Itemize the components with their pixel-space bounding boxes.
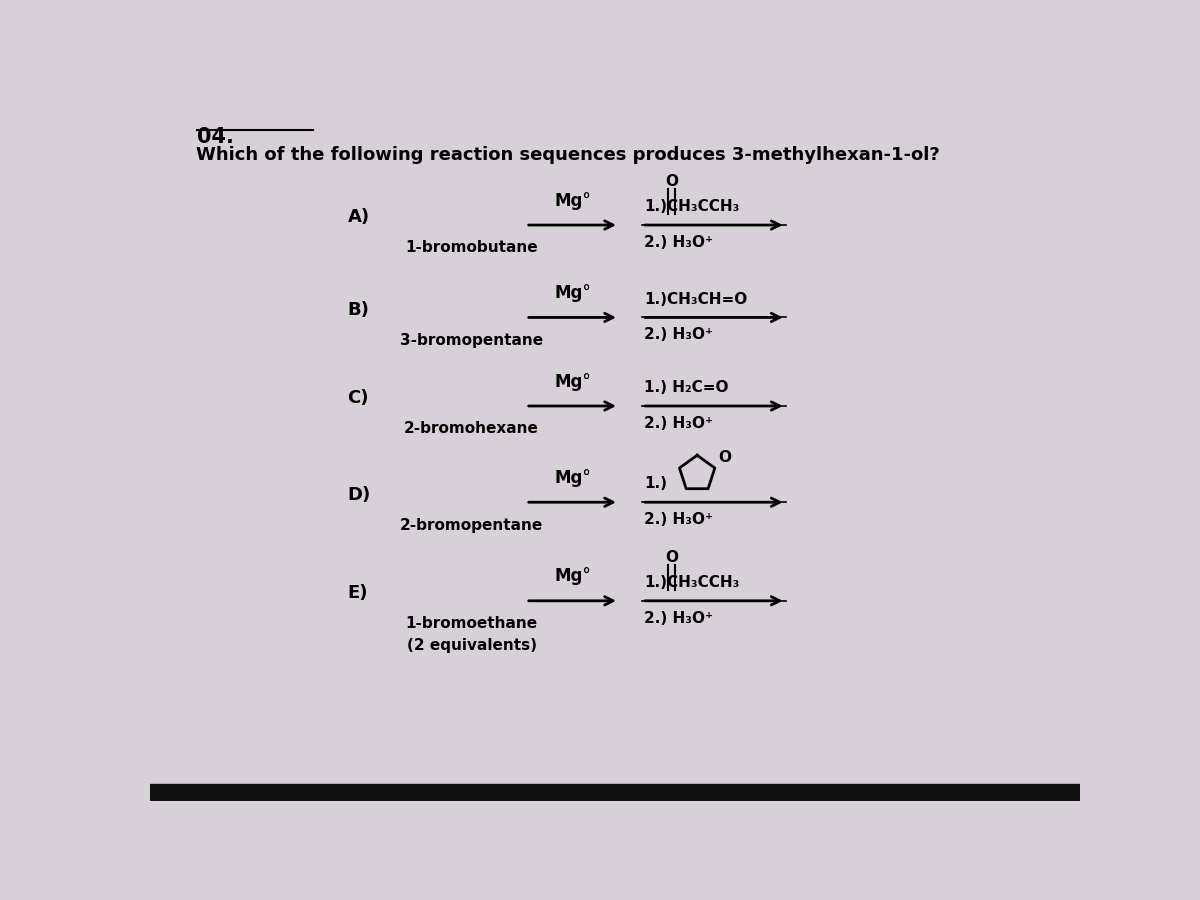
Text: 2-bromohexane: 2-bromohexane: [404, 421, 539, 436]
Text: Which of the following reaction sequences produces 3-methylhexan-1-ol?: Which of the following reaction sequence…: [197, 147, 941, 165]
Text: O: O: [665, 550, 678, 564]
Text: 1-bromobutane: 1-bromobutane: [406, 240, 538, 256]
Text: A): A): [348, 208, 370, 226]
Text: C): C): [348, 390, 370, 408]
Text: 2.) H₃O⁺: 2.) H₃O⁺: [644, 611, 714, 625]
Text: 1-bromoethane: 1-bromoethane: [406, 616, 538, 631]
Text: 1.) H₂C=O: 1.) H₂C=O: [644, 380, 728, 395]
Text: 2.) H₃O⁺: 2.) H₃O⁺: [644, 235, 714, 250]
Text: 1.): 1.): [644, 476, 667, 491]
Text: 04.: 04.: [197, 127, 233, 148]
Text: O: O: [718, 450, 731, 465]
Text: Mg°: Mg°: [554, 284, 590, 302]
Text: (2 equivalents): (2 equivalents): [407, 638, 536, 652]
Text: D): D): [348, 485, 371, 503]
Text: Mg°: Mg°: [554, 192, 590, 210]
Text: 2.) H₃O⁺: 2.) H₃O⁺: [644, 416, 714, 431]
Bar: [150, 784, 1080, 801]
Text: Mg°: Mg°: [554, 373, 590, 391]
Text: 2.) H₃O⁺: 2.) H₃O⁺: [644, 328, 714, 343]
Text: 3-bromopentane: 3-bromopentane: [400, 333, 544, 347]
Text: Mg°: Mg°: [554, 469, 590, 487]
Text: B): B): [348, 301, 370, 319]
Text: 1.)CH₃CCH₃: 1.)CH₃CCH₃: [644, 575, 740, 590]
Text: O: O: [665, 174, 678, 189]
Text: 1.)CH₃CCH₃: 1.)CH₃CCH₃: [644, 199, 740, 214]
Text: E): E): [348, 584, 368, 602]
Text: Mg°: Mg°: [554, 567, 590, 585]
Text: 1.)CH₃CH=O: 1.)CH₃CH=O: [644, 292, 748, 307]
Text: 2.) H₃O⁺: 2.) H₃O⁺: [644, 512, 714, 527]
Text: 2-bromopentane: 2-bromopentane: [400, 518, 544, 533]
